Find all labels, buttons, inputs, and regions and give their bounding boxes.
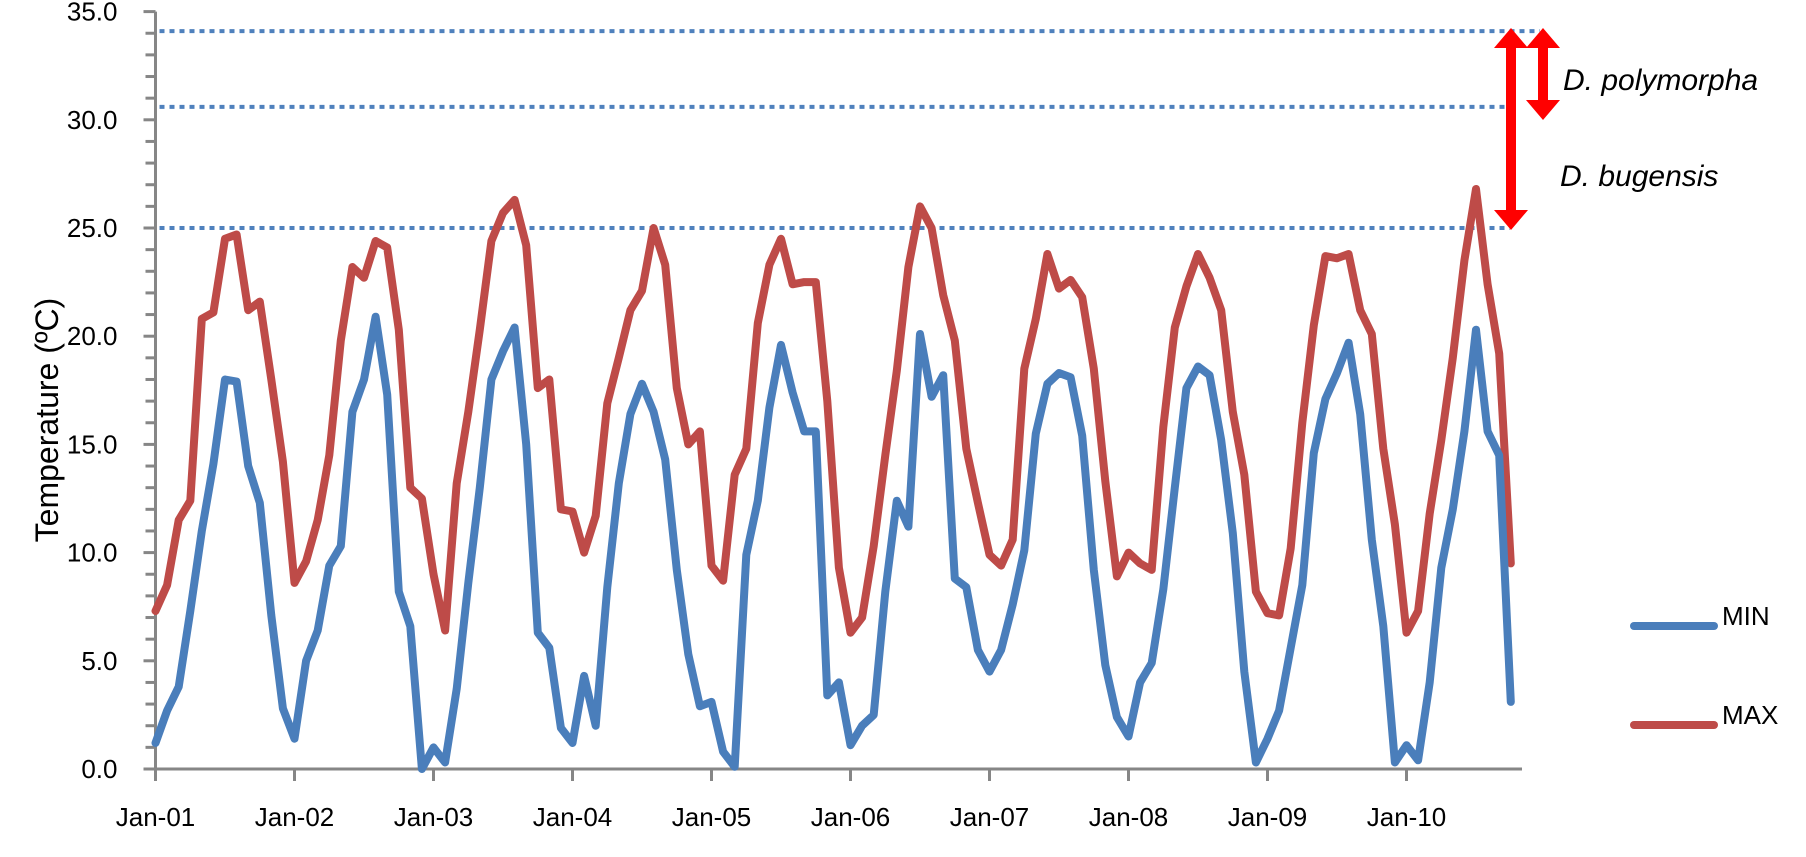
- x-tick-label: Jan-05: [672, 802, 752, 832]
- x-tick-label: Jan-07: [950, 802, 1030, 832]
- legend-min-label: MIN: [1722, 601, 1770, 631]
- y-axis-title: Temperature (ºC): [29, 298, 65, 543]
- annotation-polymorpha: D. polymorpha: [1563, 64, 1758, 97]
- annotation-bugensis: D. bugensis: [1560, 160, 1718, 193]
- double-arrow-polymorpha-icon: [1526, 28, 1560, 120]
- series-max-line: [151, 185, 1515, 637]
- x-tick-label: Jan-10: [1367, 802, 1447, 832]
- x-tick-label: Jan-06: [811, 802, 891, 832]
- y-tick-label: 10.0: [67, 538, 118, 568]
- y-tick-label: 30.0: [67, 105, 118, 135]
- y-tick-label: 20.0: [67, 321, 118, 351]
- x-tick-label: Jan-03: [394, 802, 474, 832]
- y-tick-label: 15.0: [67, 429, 118, 459]
- legend: MIN MAX: [1630, 601, 1778, 730]
- x-tick-label: Jan-02: [255, 802, 335, 832]
- y-tick-label: 25.0: [67, 213, 118, 243]
- y-tick-label: 35.0: [67, 0, 118, 27]
- series-min-line: [151, 312, 1515, 773]
- reference-lines: [159, 29, 1540, 230]
- x-tick-label: Jan-09: [1228, 802, 1308, 832]
- species-annotations: D. polymorpha D. bugensis: [1494, 28, 1758, 230]
- series-lines: [151, 185, 1515, 773]
- x-tick-label: Jan-04: [533, 802, 613, 832]
- x-tick-label: Jan-01: [116, 802, 196, 832]
- double-arrow-bugensis-icon: [1494, 28, 1528, 230]
- x-tick-label: Jan-08: [1089, 802, 1169, 832]
- legend-max-label: MAX: [1722, 700, 1778, 730]
- y-tick-label: 0.0: [81, 754, 117, 784]
- y-tick-label: 5.0: [81, 646, 117, 676]
- axes: 0.0 5.0 10.0 15.0 20.0 25.0 30.0 35.0 Jan-01 Jan-…: [67, 0, 1522, 832]
